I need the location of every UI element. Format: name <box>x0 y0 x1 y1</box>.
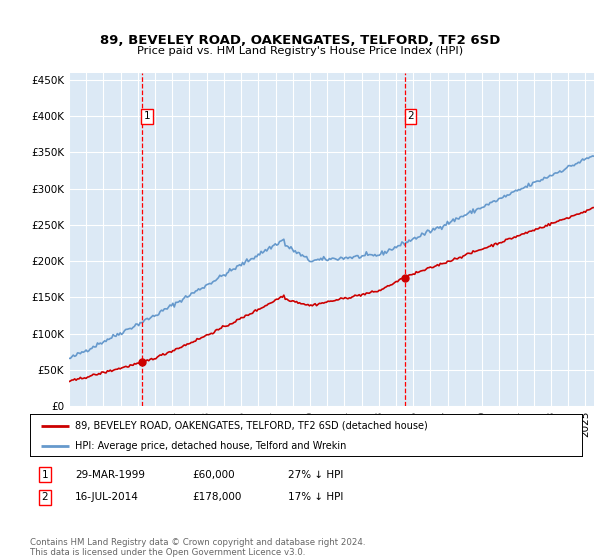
Text: 2: 2 <box>41 492 49 502</box>
Text: 17% ↓ HPI: 17% ↓ HPI <box>288 492 343 502</box>
Text: Contains HM Land Registry data © Crown copyright and database right 2024.
This d: Contains HM Land Registry data © Crown c… <box>30 538 365 557</box>
Text: £60,000: £60,000 <box>192 470 235 480</box>
Text: £178,000: £178,000 <box>192 492 241 502</box>
Text: HPI: Average price, detached house, Telford and Wrekin: HPI: Average price, detached house, Telf… <box>75 441 347 451</box>
Text: 16-JUL-2014: 16-JUL-2014 <box>75 492 139 502</box>
Text: 89, BEVELEY ROAD, OAKENGATES, TELFORD, TF2 6SD: 89, BEVELEY ROAD, OAKENGATES, TELFORD, T… <box>100 34 500 46</box>
Text: 2: 2 <box>407 111 414 122</box>
Text: 29-MAR-1999: 29-MAR-1999 <box>75 470 145 480</box>
Text: 89, BEVELEY ROAD, OAKENGATES, TELFORD, TF2 6SD (detached house): 89, BEVELEY ROAD, OAKENGATES, TELFORD, T… <box>75 421 428 431</box>
Text: 27% ↓ HPI: 27% ↓ HPI <box>288 470 343 480</box>
Text: Price paid vs. HM Land Registry's House Price Index (HPI): Price paid vs. HM Land Registry's House … <box>137 46 463 56</box>
Text: 1: 1 <box>144 111 151 122</box>
Text: 1: 1 <box>41 470 49 480</box>
